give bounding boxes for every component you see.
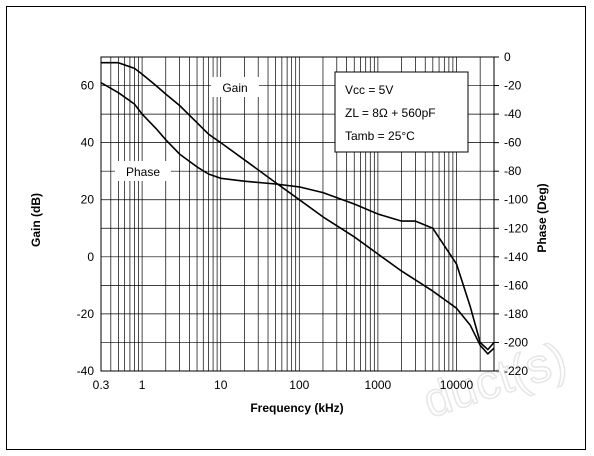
condition-vcc: Vcc = 5V bbox=[345, 83, 393, 97]
y-right-axis-title: Phase (Deg) bbox=[535, 183, 549, 252]
x-tick-label: 0.3 bbox=[93, 378, 110, 392]
y-left-tick-label: -40 bbox=[77, 364, 95, 378]
gain-label-bg bbox=[211, 77, 259, 97]
y-right-tick-label: 0 bbox=[504, 50, 511, 64]
y-left-tick-label: 0 bbox=[87, 250, 94, 264]
conditions-box bbox=[334, 71, 469, 153]
phase-label-bg bbox=[115, 161, 171, 181]
series-line-phase bbox=[100, 82, 495, 351]
y-right-tick-label: -120 bbox=[504, 221, 528, 235]
y-right-tick-label: -220 bbox=[504, 364, 528, 378]
x-tick-labels: 0.3 1 10 100 1000 10000 bbox=[93, 378, 474, 392]
y-right-tick-label: -40 bbox=[504, 107, 522, 121]
y-left-tick-label: 60 bbox=[81, 79, 95, 93]
y-right-tick-label: -60 bbox=[504, 136, 522, 150]
phase-series-label: Phase bbox=[126, 165, 160, 179]
y-left-axis-title: Gain (dB) bbox=[29, 193, 43, 247]
x-axis-title: Frequency (kHz) bbox=[250, 401, 343, 415]
y-right-tick-label: -140 bbox=[504, 250, 528, 264]
y-right-tick-label: -160 bbox=[504, 278, 528, 292]
x-tick-label: 1 bbox=[139, 378, 146, 392]
y-right-tick-label: -20 bbox=[504, 79, 522, 93]
x-tick-label: 1000 bbox=[365, 378, 392, 392]
y-right-tick-label: -180 bbox=[504, 307, 528, 321]
tick-marks bbox=[494, 56, 499, 372]
y-left-tick-label: 40 bbox=[81, 136, 95, 150]
gain-series-label: Gain bbox=[222, 81, 247, 95]
x-tick-label: 100 bbox=[289, 378, 309, 392]
y-left-tick-labels: 60 40 20 0 -20 -40 bbox=[77, 79, 95, 378]
series-line-gain bbox=[101, 61, 495, 355]
y-left-tick-label: -20 bbox=[77, 307, 95, 321]
chart-frame bbox=[6, 6, 586, 450]
y-right-tick-label: -100 bbox=[504, 193, 528, 207]
series-group bbox=[100, 61, 495, 355]
x-tick-label: 10 bbox=[214, 378, 228, 392]
y-right-tick-label: -200 bbox=[504, 335, 528, 349]
y-right-tick-labels: 0 -20 -40 -60 -80 -100 -120 -140 -160 -180 -200 -22… bbox=[504, 50, 528, 378]
condition-load: ZL = 8Ω + 560pF bbox=[345, 106, 436, 120]
x-tick-label: 10000 bbox=[440, 378, 474, 392]
y-left-tick-label: 20 bbox=[81, 193, 95, 207]
y-right-tick-label: -80 bbox=[504, 164, 522, 178]
condition-temp: Tamb = 25°C bbox=[345, 129, 415, 143]
plot-border bbox=[100, 56, 495, 372]
